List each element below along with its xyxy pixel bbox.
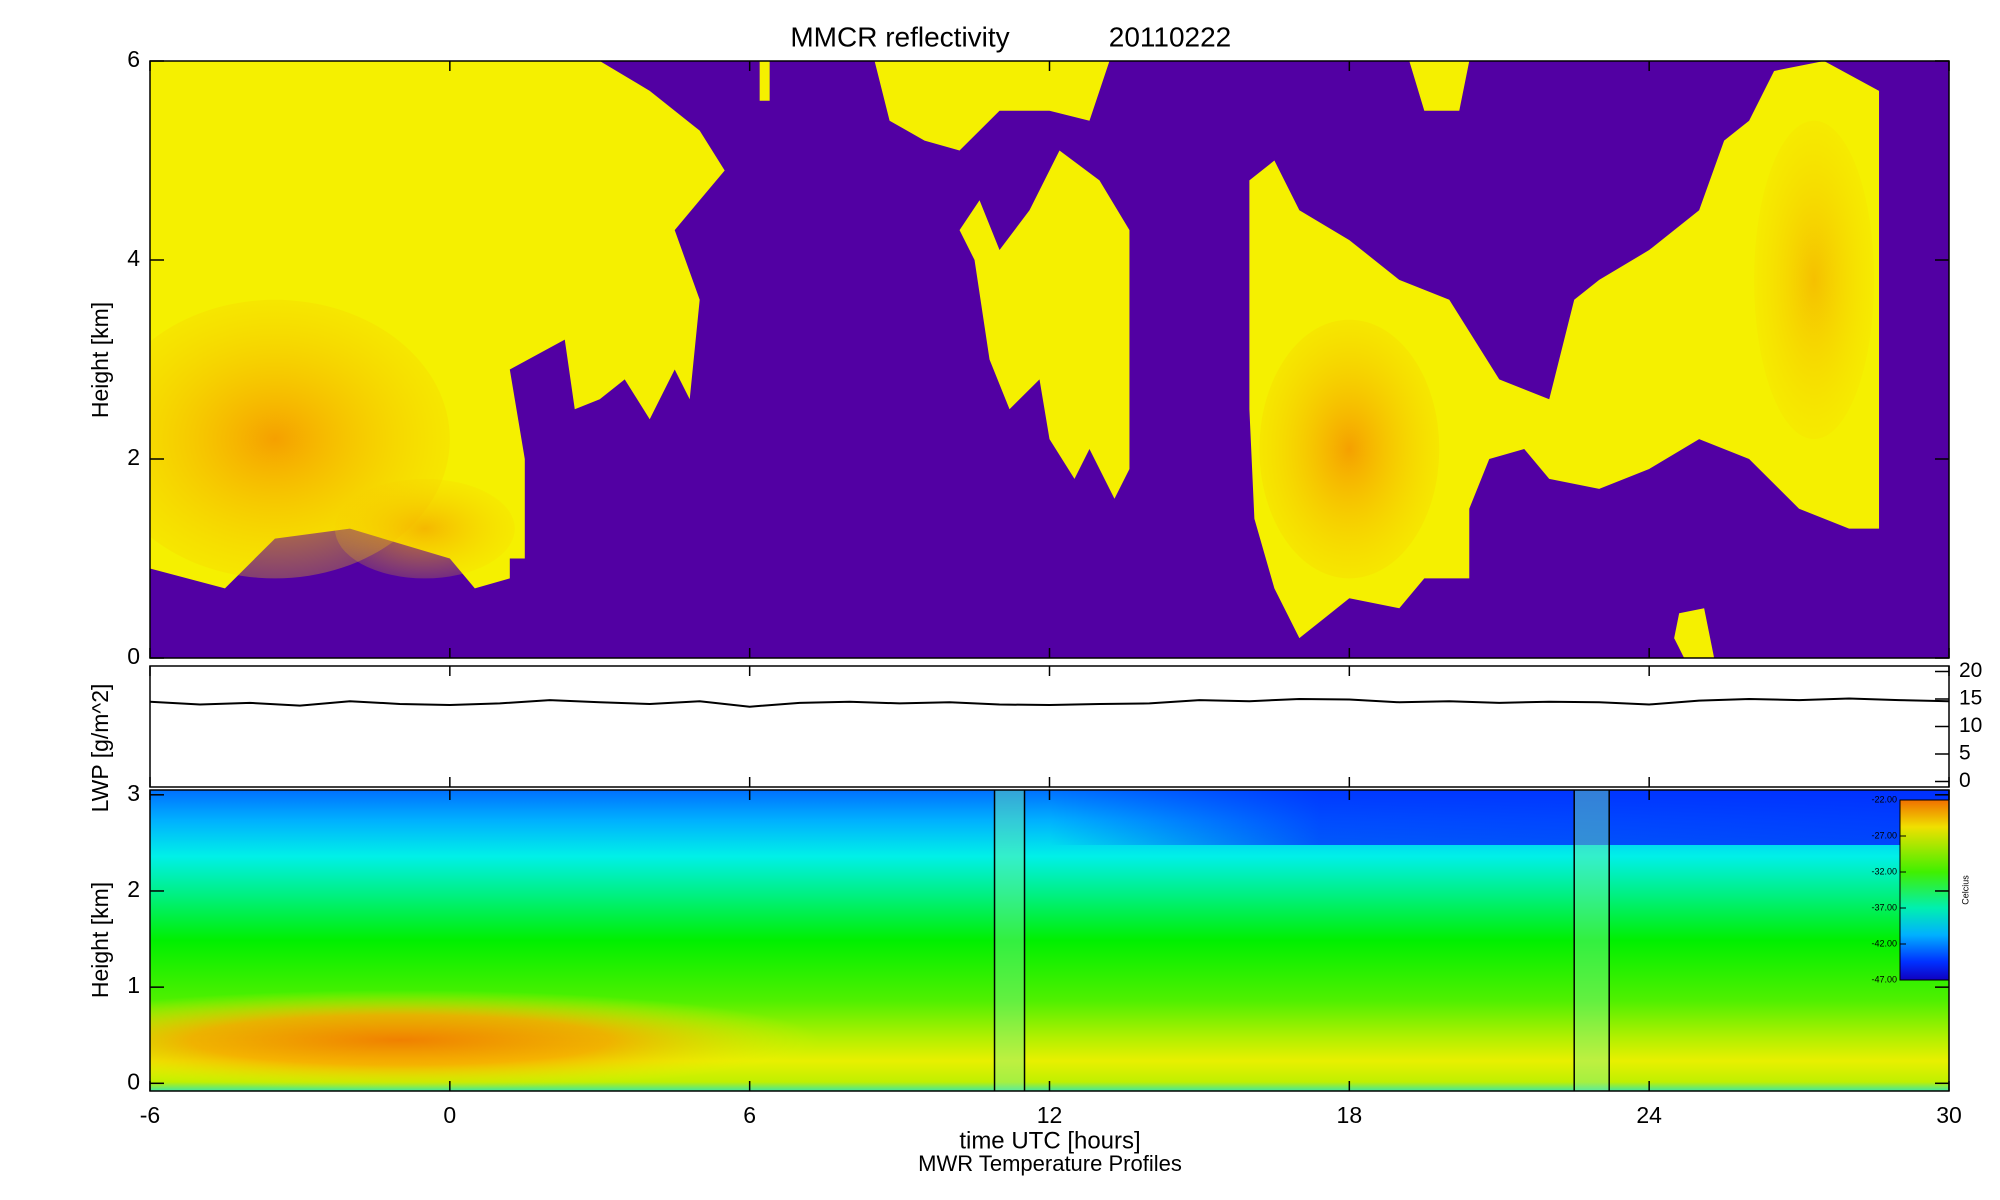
y-tick-label: 0 <box>127 1068 140 1094</box>
axes-frame <box>149 665 1950 788</box>
y2-tick-label: 10 <box>1959 714 1982 737</box>
cloud-region <box>150 61 225 181</box>
x-tick-label: 12 <box>1037 1102 1063 1128</box>
y2-tick-label: 15 <box>1959 687 1982 710</box>
y2-tick-label: 5 <box>1959 742 1971 765</box>
cloud-core <box>1259 319 1440 579</box>
x-tick-label: -6 <box>140 1102 160 1128</box>
lwp-line <box>149 697 1950 708</box>
y-tick-label: 1 <box>127 972 140 998</box>
data-gap <box>994 790 1025 1091</box>
chart-date: 20110222 <box>1109 21 1232 52</box>
y-tick-label: 2 <box>127 444 140 470</box>
colorbar-tick-label: -42.00 <box>1871 938 1897 948</box>
colorbar-tick-label: -27.00 <box>1871 830 1897 840</box>
y2-tick-label: 0 <box>1959 769 1971 792</box>
x-tick-label: 18 <box>1337 1102 1363 1128</box>
x-axis-label: time UTC [hours] <box>959 1127 1140 1154</box>
cloud-layer <box>150 61 1880 658</box>
colorbar-tick-label: -32.00 <box>1871 866 1897 876</box>
reflectivity-field <box>150 61 1880 658</box>
y-tick-label: 4 <box>127 245 140 271</box>
y-tick-label: 0 <box>127 643 140 669</box>
cloud-region <box>1674 608 1715 658</box>
cloud-core <box>1754 120 1875 440</box>
colorbar-tick-label: -22.00 <box>1871 794 1897 804</box>
y-axis-label: Height [km] <box>87 882 113 998</box>
cloud-core <box>334 478 515 579</box>
cloud-region <box>874 61 1110 151</box>
y-axis-label: LWP [g/m^2] <box>87 684 113 813</box>
y-tick-label: 6 <box>127 46 140 72</box>
cloud-region <box>759 61 770 101</box>
x-tick-label: 0 <box>443 1102 456 1128</box>
colorbar-label: Celcius <box>1960 875 1970 905</box>
temperature-cold-region <box>1050 790 1949 845</box>
temperature-warm-region <box>150 990 820 1090</box>
y-tick-label: 2 <box>127 876 140 902</box>
colorbar <box>1899 799 1950 981</box>
cloud-region <box>1409 61 1470 111</box>
colorbar-tick-label: -37.00 <box>1871 902 1897 912</box>
x-tick-label: 30 <box>1936 1102 1962 1128</box>
x-tick-label: 24 <box>1636 1102 1662 1128</box>
chart-title: MMCR reflectivity <box>790 21 1009 52</box>
data-gap <box>1574 790 1610 1091</box>
panel-title: MWR Temperature Profiles <box>918 1151 1182 1176</box>
y-axis-label: Height [km] <box>87 302 113 418</box>
cloud-region <box>959 150 1130 499</box>
x-tick-label: 6 <box>743 1102 756 1128</box>
y2-tick-label: 20 <box>1959 659 1982 682</box>
y-tick-label: 3 <box>127 780 140 806</box>
colorbar-tick-label: -47.00 <box>1871 974 1897 984</box>
